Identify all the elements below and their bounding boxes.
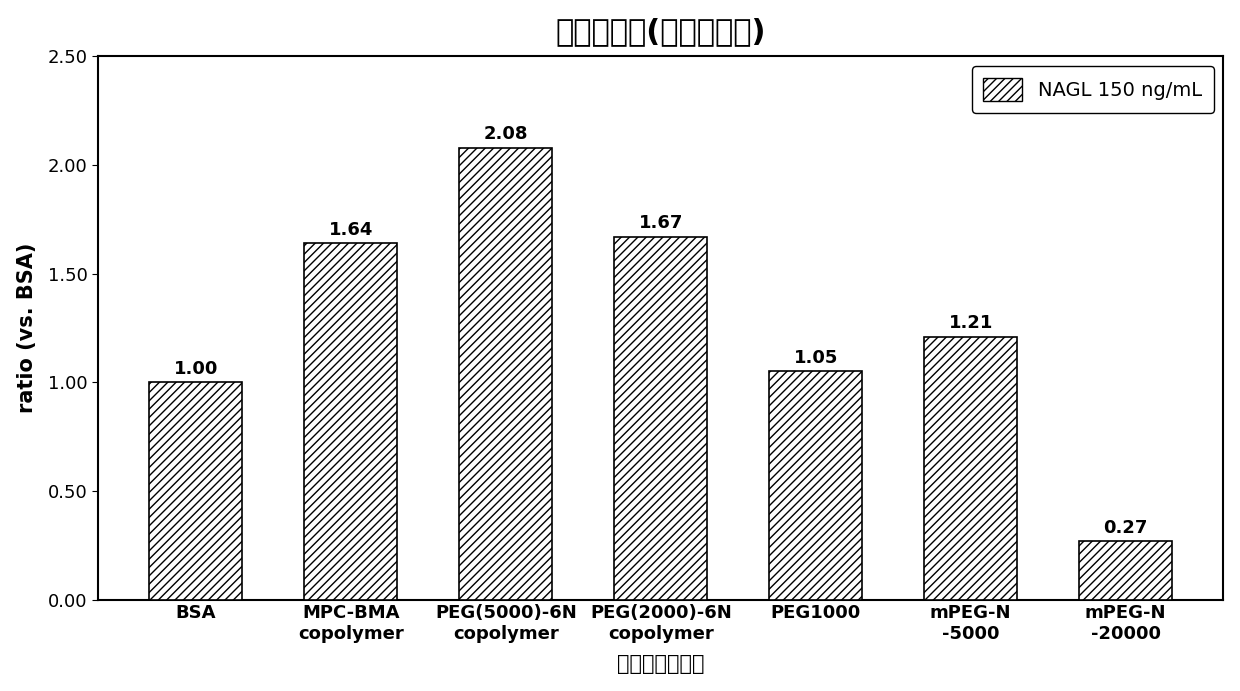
Y-axis label: ratio (vs. BSA): ratio (vs. BSA)	[16, 243, 37, 413]
Bar	[459, 148, 552, 600]
Bar	[304, 243, 397, 600]
Bar	[614, 237, 707, 600]
Bar	[149, 382, 242, 600]
Text: 1.64: 1.64	[329, 221, 373, 239]
Text: 1.67: 1.67	[639, 214, 683, 232]
Legend: NAGL 150 ng/mL: NAGL 150 ng/mL	[972, 66, 1214, 113]
Bar	[1079, 541, 1172, 600]
Text: 0.27: 0.27	[1104, 518, 1148, 536]
X-axis label: 封闭剂主要成分: 封闭剂主要成分	[618, 654, 704, 674]
Text: 2.08: 2.08	[484, 125, 528, 143]
Text: 1.21: 1.21	[949, 314, 993, 332]
Text: 1.00: 1.00	[174, 360, 218, 378]
Bar	[769, 371, 862, 600]
Text: 1.05: 1.05	[794, 349, 838, 367]
Bar	[924, 337, 1017, 600]
Title: 试剂反应性(多克隆抗体): 试剂反应性(多克隆抗体)	[556, 17, 766, 46]
